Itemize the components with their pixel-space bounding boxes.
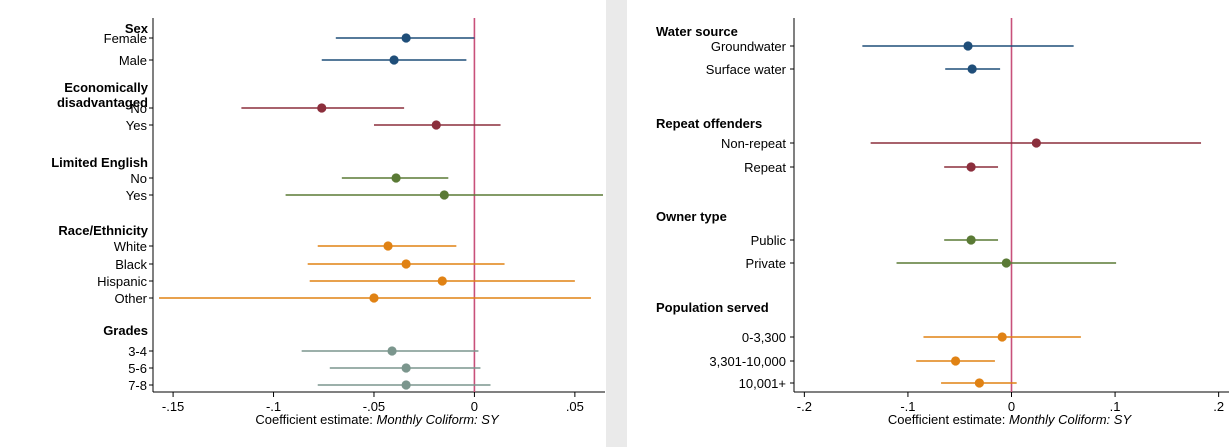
row-label: Surface water <box>706 62 787 77</box>
row-label: Yes <box>126 118 148 133</box>
point-estimate <box>437 276 447 286</box>
point-estimate <box>967 64 977 74</box>
point-estimate <box>966 162 976 172</box>
group-header: Repeat offenders <box>656 116 762 131</box>
row-label: 3-4 <box>128 344 147 359</box>
point-estimate <box>974 378 984 388</box>
x-axis-title-measure: Monthly Coliform: SY <box>377 412 500 427</box>
row-label: 0-3,300 <box>742 330 786 345</box>
group-header: Limited English <box>51 155 148 170</box>
x-axis-title: Coefficient estimate: Monthly Coliform: … <box>888 412 1133 427</box>
row-label: 5-6 <box>128 361 147 376</box>
point-estimate <box>439 190 449 200</box>
point-estimate <box>950 356 961 366</box>
left-chart-panel: -.15 -.1 -.05 0 .05 Coefficient estimate: Mon… <box>0 0 606 447</box>
point-estimate <box>1001 258 1011 268</box>
point-estimate <box>401 259 411 269</box>
group-header: Economically <box>64 80 149 95</box>
row-label: Non-repeat <box>721 136 786 151</box>
row-label: Public <box>751 233 787 248</box>
point-estimate <box>389 55 399 65</box>
x-tick-label: -.2 <box>797 399 812 414</box>
group-header: Race/Ethnicity <box>58 223 148 238</box>
right-coefficient-chart: -.2 -.1 0 .1 .2 Coefficient estimate: Monthly… <box>656 18 1229 427</box>
point-estimate <box>431 120 441 130</box>
x-tick-label: -.05 <box>363 399 385 414</box>
group-header: Water source <box>656 24 738 39</box>
x-tick-label: .2 <box>1213 399 1224 414</box>
x-tick-label: -.1 <box>900 399 915 414</box>
x-axis-title-measure: Monthly Coliform: SY <box>1009 412 1132 427</box>
row-label: Female <box>104 31 147 46</box>
x-tick-label: .1 <box>1110 399 1121 414</box>
row-label: 3,301-10,000 <box>709 354 786 369</box>
point-estimate <box>401 33 411 43</box>
point-estimate <box>966 235 976 245</box>
group-header: Population served <box>656 300 769 315</box>
row-label: No <box>130 101 147 116</box>
row-label: Hispanic <box>97 274 147 289</box>
point-estimate <box>1031 138 1041 148</box>
row-label: Repeat <box>744 160 786 175</box>
point-estimate <box>401 380 411 390</box>
x-axis-title: Coefficient estimate: Monthly Coliform: … <box>255 412 500 427</box>
point-estimate <box>369 293 379 303</box>
x-tick-label: .05 <box>566 399 584 414</box>
x-tick-label: 0 <box>1008 399 1015 414</box>
row-label: Groundwater <box>711 39 787 54</box>
group-header: Grades <box>103 323 148 338</box>
row-label: Other <box>114 291 147 306</box>
x-tick-label: -.15 <box>162 399 184 414</box>
x-axis-title-prefix: Coefficient estimate: <box>888 412 1009 427</box>
row-label: Black <box>115 257 147 272</box>
row-label: 10,001+ <box>739 376 786 391</box>
group-header: Owner type <box>656 209 727 224</box>
row-label: Yes <box>126 188 148 203</box>
point-estimate <box>963 41 973 51</box>
point-estimate <box>997 332 1007 342</box>
row-label: Private <box>746 256 786 271</box>
group-header: disadvantaged <box>57 95 148 110</box>
row-label: Male <box>119 53 147 68</box>
point-estimate <box>387 346 397 356</box>
x-tick-label: -.1 <box>266 399 281 414</box>
row-label: 7-8 <box>128 378 147 393</box>
point-estimate <box>317 103 327 113</box>
point-estimate <box>401 363 411 373</box>
point-estimate <box>383 241 393 251</box>
left-coefficient-chart: -.15 -.1 -.05 0 .05 Coefficient estimate: Mon… <box>51 18 605 427</box>
row-label: White <box>114 239 147 254</box>
group-header: Sex <box>125 21 149 36</box>
x-tick-label: 0 <box>471 399 478 414</box>
row-label: No <box>130 171 147 186</box>
right-chart-panel: -.2 -.1 0 .1 .2 Coefficient estimate: Monthly… <box>627 0 1232 447</box>
x-axis-title-prefix: Coefficient estimate: <box>255 412 376 427</box>
point-estimate <box>391 173 401 183</box>
